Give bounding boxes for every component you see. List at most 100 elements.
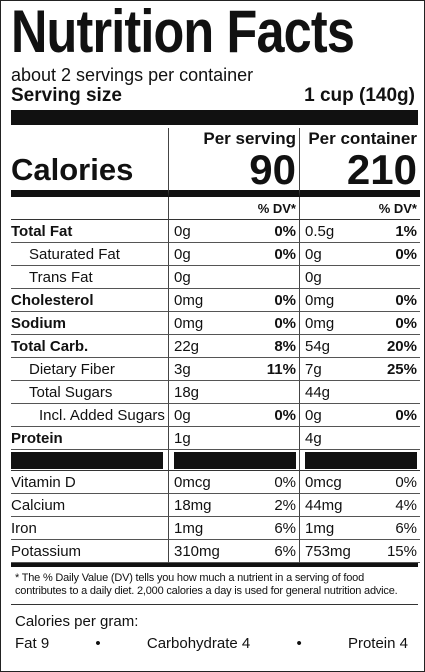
daily-value: 20% bbox=[386, 337, 417, 355]
nutrient-cell: 0mg 0% bbox=[168, 312, 299, 335]
nutrient-name: Protein bbox=[11, 427, 168, 450]
amount: 0g bbox=[305, 245, 322, 263]
daily-value: 0% bbox=[274, 245, 296, 263]
amount: 44mg bbox=[305, 496, 343, 514]
nutrient-name: Incl. Added Sugars bbox=[11, 404, 168, 427]
nutrient-cell: 7g 25% bbox=[299, 358, 420, 381]
nutrient-cell: 0mcg 0% bbox=[299, 471, 420, 494]
daily-value: 11% bbox=[266, 360, 296, 378]
daily-value: 4% bbox=[395, 496, 417, 514]
nutrient-cell: 0g 0% bbox=[168, 404, 299, 427]
amount: 44g bbox=[305, 383, 331, 401]
serving-size-value: 1 cup (140g) bbox=[304, 85, 415, 106]
nutrient-cell: 44mg 4% bbox=[299, 494, 420, 517]
nutrient-name: Potassium bbox=[11, 540, 168, 563]
divider-bar bbox=[11, 563, 418, 567]
daily-value: 0% bbox=[395, 314, 417, 332]
nutrient-name: Vitamin D bbox=[11, 471, 168, 494]
nutrient-cell: 0g bbox=[168, 266, 299, 289]
amount: 22g bbox=[174, 337, 200, 355]
daily-value: 0% bbox=[395, 406, 417, 424]
amount: 0mcg bbox=[305, 473, 342, 491]
daily-value: 8% bbox=[274, 337, 296, 355]
nutrient-cell: 0g 0% bbox=[299, 404, 420, 427]
amount: 0g bbox=[174, 245, 191, 263]
daily-value: 6% bbox=[395, 519, 417, 537]
nutrient-name: Sodium bbox=[11, 312, 168, 335]
cpg-item: Fat 9 bbox=[15, 635, 50, 652]
cpg-item: Protein 4 bbox=[347, 635, 408, 652]
daily-value: 0% bbox=[274, 222, 296, 240]
amount: 0g bbox=[305, 406, 322, 424]
nutrient-cell: 22g 8% bbox=[168, 335, 299, 358]
nutrient-cell: 0.5g 1% bbox=[299, 220, 420, 243]
nutrient-cell: 3g 11% bbox=[168, 358, 299, 381]
cpg-item: Carbohydrate 4 bbox=[146, 635, 251, 652]
nutrient-name: Dietary Fiber bbox=[11, 358, 168, 381]
dv-label: % DV* bbox=[168, 197, 299, 220]
amount: 753mg bbox=[305, 542, 351, 560]
vitamin-table: Vitamin D 0mcg 0% 0mcg 0% Calcium 18mg 2% 44mg 4%… bbox=[11, 471, 420, 563]
nutrient-cell: 0mg 0% bbox=[299, 312, 420, 335]
divider-bar bbox=[11, 110, 418, 125]
daily-value: 0% bbox=[274, 314, 296, 332]
bullet: • bbox=[296, 635, 302, 652]
amount: 18g bbox=[174, 383, 200, 401]
amount: 3g bbox=[174, 360, 191, 378]
nutrient-table: Total Fat 0g 0% 0.5g 1% Saturated Fat 0g 0% 0g 0%… bbox=[11, 220, 420, 450]
amount: 0mg bbox=[305, 314, 335, 332]
bullet: • bbox=[95, 635, 101, 652]
amount: 4g bbox=[305, 429, 322, 447]
amount: 310mg bbox=[174, 542, 220, 560]
dv-label: % DV* bbox=[299, 197, 420, 220]
calories-per-gram: Calories per gram: Fat 9 • Carbohydrate … bbox=[11, 605, 418, 652]
amount: 0g bbox=[305, 268, 322, 286]
nutrient-cell: 4g bbox=[299, 427, 420, 450]
servings: about 2 servings per container bbox=[11, 65, 254, 85]
daily-value: 6% bbox=[274, 519, 296, 537]
column-label: Per container bbox=[299, 128, 420, 149]
serving-size-label: Serving size bbox=[11, 85, 122, 106]
amount: 0g bbox=[174, 222, 191, 240]
amount: 0mg bbox=[174, 291, 204, 309]
nutrient-name: Calcium bbox=[11, 494, 168, 517]
nutrient-name: Saturated Fat bbox=[11, 243, 168, 266]
nutrient-name: Cholesterol bbox=[11, 289, 168, 312]
daily-value: 0% bbox=[395, 473, 417, 491]
daily-value: 0% bbox=[274, 473, 296, 491]
footnote: * The % Daily Value (DV) tells you how m… bbox=[11, 567, 418, 605]
nutrient-cell: 44g bbox=[299, 381, 420, 404]
amount: 0mg bbox=[174, 314, 204, 332]
nutrient-cell: 753mg 15% bbox=[299, 540, 420, 563]
nutrient-cell: 18g bbox=[168, 381, 299, 404]
amount: 54g bbox=[305, 337, 331, 355]
daily-value: 0% bbox=[395, 291, 417, 309]
daily-value: 0% bbox=[274, 406, 296, 424]
nutrient-cell: 1g bbox=[168, 427, 299, 450]
nutrient-name: Total Carb. bbox=[11, 335, 168, 358]
nutrient-cell: 18mg 2% bbox=[168, 494, 299, 517]
nutrient-cell: 310mg 6% bbox=[168, 540, 299, 563]
daily-value: 15% bbox=[386, 542, 417, 560]
nutrient-cell: 1mg 6% bbox=[168, 517, 299, 540]
column-label: Per serving bbox=[168, 128, 299, 149]
nutrient-cell: 0g bbox=[299, 266, 420, 289]
amount: 18mg bbox=[174, 496, 212, 514]
nutrient-cell: 0g 0% bbox=[168, 220, 299, 243]
cpg-label: Calories per gram: bbox=[15, 613, 139, 630]
amount: 0mg bbox=[305, 291, 335, 309]
daily-value: 1% bbox=[395, 222, 417, 240]
amount: 0g bbox=[174, 268, 191, 286]
calories-row: Calories 90 210 bbox=[11, 149, 420, 197]
amount: 1mg bbox=[174, 519, 204, 537]
amount: 0mcg bbox=[174, 473, 211, 491]
nutrient-name: Iron bbox=[11, 517, 168, 540]
dv-header: % DV* % DV* bbox=[11, 197, 420, 220]
calories-value: 210 bbox=[299, 149, 420, 197]
daily-value: 25% bbox=[386, 360, 417, 378]
calories-value: 90 bbox=[168, 149, 299, 197]
serving-size: Serving size 1 cup (140g) bbox=[11, 85, 418, 107]
calories-label: Calories bbox=[11, 149, 168, 197]
nutrient-cell: 0mcg 0% bbox=[168, 471, 299, 494]
amount: 1g bbox=[174, 429, 191, 447]
